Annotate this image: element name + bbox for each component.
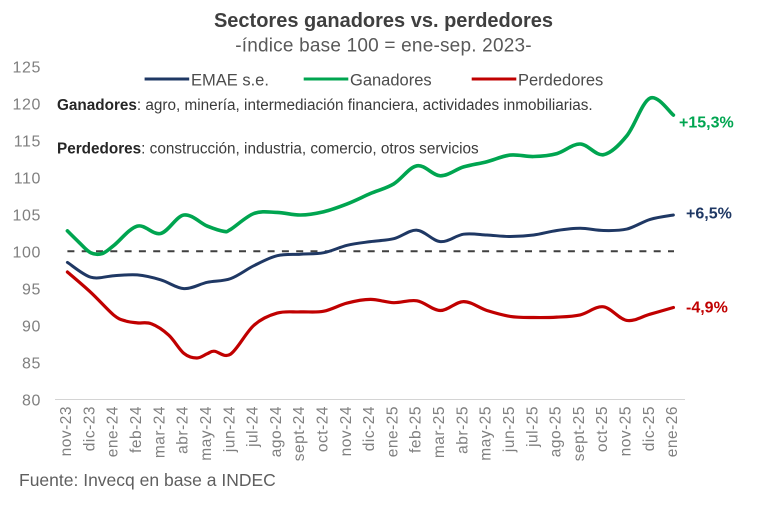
svg-text:sept-25: sept-25 [571, 406, 588, 461]
svg-text:Perdedores: construcción, indu: Perdedores: construcción, industria, com… [57, 141, 479, 158]
svg-text:115: 115 [14, 134, 41, 151]
svg-text:jul-24: jul-24 [245, 406, 262, 448]
svg-text:abr-25: abr-25 [454, 406, 471, 454]
svg-text:feb-25: feb-25 [408, 406, 425, 453]
svg-text:Perdedores: Perdedores [518, 72, 603, 90]
svg-text:dic-25: dic-25 [641, 406, 658, 451]
svg-text:dic-23: dic-23 [81, 406, 98, 451]
svg-text:-índice base 100 = ene-sep. 20: -índice base 100 = ene-sep. 2023- [235, 36, 532, 57]
svg-text:may-24: may-24 [198, 406, 215, 461]
svg-text:100: 100 [13, 245, 42, 262]
svg-text:mar-25: mar-25 [431, 406, 448, 458]
svg-text:feb-24: feb-24 [128, 406, 145, 453]
svg-text:+15,3%: +15,3% [679, 115, 734, 132]
svg-text:Ganadores: agro, minería, inte: Ganadores: agro, minería, intermediación… [57, 97, 593, 114]
svg-text:ene-24: ene-24 [105, 406, 122, 457]
svg-text:Ganadores: Ganadores [350, 72, 432, 90]
svg-text:105: 105 [13, 208, 42, 225]
svg-text:abr-24: abr-24 [175, 406, 192, 454]
svg-text:85: 85 [22, 356, 41, 373]
svg-text:dic-24: dic-24 [361, 406, 378, 451]
svg-text:sept-24: sept-24 [291, 406, 308, 461]
svg-text:nov-24: nov-24 [338, 406, 355, 456]
svg-text:EMAE s.e.: EMAE s.e. [191, 72, 269, 90]
svg-text:ene-26: ene-26 [664, 406, 681, 457]
svg-text:jul-25: jul-25 [524, 406, 541, 448]
svg-text:mar-24: mar-24 [151, 406, 168, 458]
svg-text:jun-25: jun-25 [501, 406, 518, 453]
svg-text:nov-25: nov-25 [618, 406, 635, 456]
svg-text:+6,5%: +6,5% [686, 206, 732, 223]
svg-text:jun-24: jun-24 [221, 406, 238, 453]
svg-text:90: 90 [22, 319, 41, 336]
svg-text:120: 120 [13, 97, 42, 114]
svg-text:110: 110 [14, 171, 41, 188]
svg-text:-4,9%: -4,9% [686, 300, 728, 317]
svg-text:125: 125 [13, 60, 42, 77]
svg-text:80: 80 [22, 393, 41, 410]
svg-text:nov-23: nov-23 [58, 406, 75, 456]
svg-text:ene-25: ene-25 [384, 406, 401, 457]
svg-text:95: 95 [22, 282, 41, 299]
svg-text:ago-24: ago-24 [268, 406, 285, 457]
svg-text:may-25: may-25 [478, 406, 495, 461]
svg-text:oct-24: oct-24 [315, 406, 332, 452]
svg-text:Sectores ganadores vs. perdedo: Sectores ganadores vs. perdedores [214, 10, 553, 32]
svg-text:ago-25: ago-25 [548, 406, 565, 457]
svg-text:oct-25: oct-25 [594, 406, 611, 452]
svg-text:Fuente: Invecq en base a INDEC: Fuente: Invecq en base a INDEC [19, 470, 276, 490]
